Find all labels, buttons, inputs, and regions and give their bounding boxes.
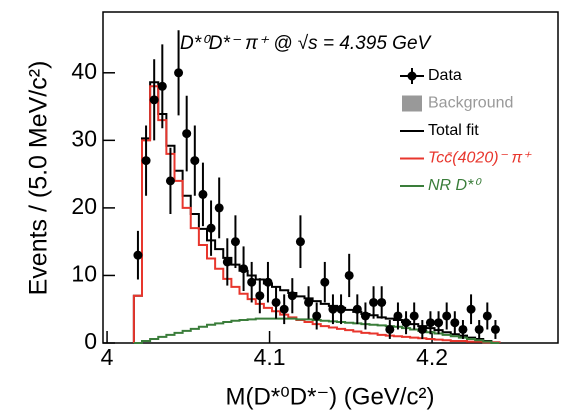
chart-title: D*⁰D*⁻ π⁺ @ √s = 4.395 GeV: [180, 33, 433, 54]
data-point: [133, 250, 143, 260]
legend-label: Data: [428, 67, 462, 84]
y-tick-label: 40: [71, 58, 97, 84]
data-point: [352, 304, 362, 314]
fit-curve: [132, 81, 501, 344]
data-point: [385, 324, 395, 334]
data-point: [287, 291, 297, 301]
legend-label: Total fit: [428, 122, 479, 139]
legend-label: Background: [428, 95, 513, 112]
data-point: [279, 304, 289, 314]
data-point: [263, 277, 273, 287]
data-point: [336, 304, 346, 314]
data-point: [377, 297, 387, 307]
data-point: [190, 156, 200, 166]
data-point: [271, 297, 281, 307]
data-point: [312, 311, 322, 321]
fit-curve: [132, 85, 501, 344]
data-point: [425, 318, 435, 328]
data-point: [474, 324, 484, 334]
data-point: [141, 156, 151, 166]
data-point: [490, 324, 500, 334]
data-point: [182, 129, 192, 139]
data-point: [206, 223, 216, 233]
data-point: [401, 318, 411, 328]
plot-frame: [102, 11, 559, 344]
data-point: [165, 176, 175, 186]
data-point: [369, 297, 379, 307]
y-tick-label: 30: [71, 125, 97, 151]
data-point: [247, 277, 257, 287]
data-point: [222, 257, 232, 267]
data-point: [442, 311, 452, 321]
y-tick-label: 10: [71, 261, 97, 287]
y-tick-label: 20: [71, 193, 97, 219]
data-point: [230, 237, 240, 247]
data-point: [157, 81, 167, 91]
data-point: [239, 264, 249, 274]
data-point: [417, 324, 427, 334]
data-point: [344, 270, 354, 280]
data-point: [198, 189, 208, 199]
data-point: [482, 311, 492, 321]
x-tick-label: 4.1: [254, 344, 286, 370]
data-point: [450, 318, 460, 328]
y-axis-label: Events / (5.0 MeV/c²): [25, 61, 53, 296]
data-point: [466, 304, 476, 314]
legend-label: Tcc̄(4020)⁻ π⁺: [428, 150, 532, 167]
data-point: [174, 68, 184, 78]
data-point: [434, 318, 444, 328]
data-point: [149, 95, 159, 105]
data-point: [255, 291, 265, 301]
data-point: [214, 203, 224, 213]
data-point: [393, 311, 403, 321]
data-point: [360, 311, 370, 321]
x-axis-label: M(D*⁰D*⁻) (GeV/c²): [226, 383, 435, 410]
data-point: [458, 324, 468, 334]
legend-label: NR D*⁰: [428, 177, 482, 194]
fit-curve: [133, 317, 500, 344]
data-point: [409, 311, 419, 321]
legend-symbol: [407, 71, 417, 81]
x-tick-label: 4.2: [416, 344, 448, 370]
data-point: [320, 277, 330, 287]
data-point: [295, 237, 305, 247]
y-tick-label: 0: [84, 328, 97, 354]
x-tick-label: 4: [101, 344, 114, 370]
data-point: [328, 304, 338, 314]
data-point: [304, 297, 314, 307]
legend-symbol: [402, 95, 422, 112]
